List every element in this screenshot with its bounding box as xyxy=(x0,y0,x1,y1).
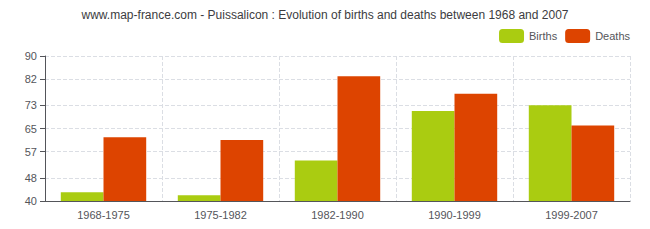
svg-text:www.map-france.com - Puissalic: www.map-france.com - Puissalicon : Evolu… xyxy=(81,8,569,22)
svg-text:73: 73 xyxy=(25,99,37,111)
svg-text:1990-1999: 1990-1999 xyxy=(428,209,481,221)
svg-text:1968-1975: 1968-1975 xyxy=(77,209,130,221)
svg-text:Deaths: Deaths xyxy=(595,30,630,42)
svg-text:65: 65 xyxy=(25,123,37,135)
svg-text:90: 90 xyxy=(25,50,37,62)
svg-text:1975-1982: 1975-1982 xyxy=(194,209,247,221)
svg-text:48: 48 xyxy=(25,172,37,184)
svg-text:82: 82 xyxy=(25,73,37,85)
svg-text:57: 57 xyxy=(25,146,37,158)
svg-text:1982-1990: 1982-1990 xyxy=(311,209,364,221)
svg-text:40: 40 xyxy=(25,195,37,207)
svg-text:1999-2007: 1999-2007 xyxy=(545,209,598,221)
svg-text:Births: Births xyxy=(529,30,558,42)
